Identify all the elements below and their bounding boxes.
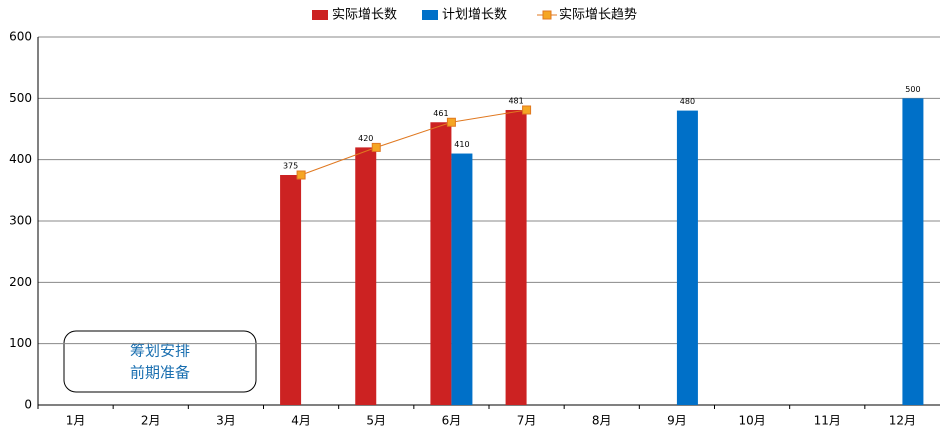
y-tick-label: 100	[9, 336, 32, 350]
y-tick-label: 500	[9, 91, 32, 105]
legend-swatch	[312, 10, 328, 20]
line-marker	[296, 170, 306, 180]
x-tick-label: 7月	[517, 414, 537, 428]
y-tick-label: 200	[9, 275, 32, 289]
annotation: 前期准备	[130, 364, 190, 382]
bar	[505, 109, 527, 405]
x-tick-label: 8月	[592, 414, 612, 428]
legend-marker	[542, 10, 552, 20]
annotation-box	[63, 330, 257, 393]
bar	[280, 175, 302, 405]
line-marker	[446, 117, 456, 127]
bar	[430, 122, 452, 406]
bar	[451, 153, 473, 405]
x-tick-label: 11月	[814, 414, 841, 428]
data-label: 500	[905, 85, 920, 94]
y-tick-label: 300	[9, 214, 32, 228]
legend-label: 实际增长数	[332, 8, 397, 23]
legend-label: 计划增长数	[442, 8, 507, 23]
data-label: 420	[358, 134, 373, 143]
y-tick-label: 400	[9, 152, 32, 166]
bar	[676, 110, 698, 405]
line-marker	[371, 142, 381, 152]
y-tick-label: 0	[24, 398, 32, 412]
data-label: 481	[508, 96, 523, 105]
bar	[355, 147, 377, 405]
trend-line	[300, 109, 527, 176]
x-tick-label: 4月	[291, 414, 311, 428]
legend-label: 实际增长趋势	[559, 7, 637, 23]
x-tick-label: 10月	[738, 414, 765, 428]
data-label: 375	[283, 162, 298, 171]
x-tick-label: 9月	[667, 414, 687, 428]
legend-swatch	[422, 10, 438, 20]
data-label: 461	[433, 109, 448, 118]
data-label: 480	[680, 97, 695, 106]
data-label: 410	[454, 140, 469, 149]
x-tick-label: 6月	[442, 414, 462, 428]
x-tick-label: 2月	[141, 414, 161, 428]
y-tick-label: 600	[9, 30, 32, 44]
x-tick-label: 5月	[366, 414, 386, 428]
x-tick-label: 12月	[889, 414, 916, 428]
annotation: 筹划安排	[130, 342, 190, 360]
x-tick-label: 3月	[216, 414, 236, 428]
line-marker	[522, 105, 532, 115]
bar	[902, 98, 924, 405]
x-tick-label: 1月	[66, 414, 86, 428]
